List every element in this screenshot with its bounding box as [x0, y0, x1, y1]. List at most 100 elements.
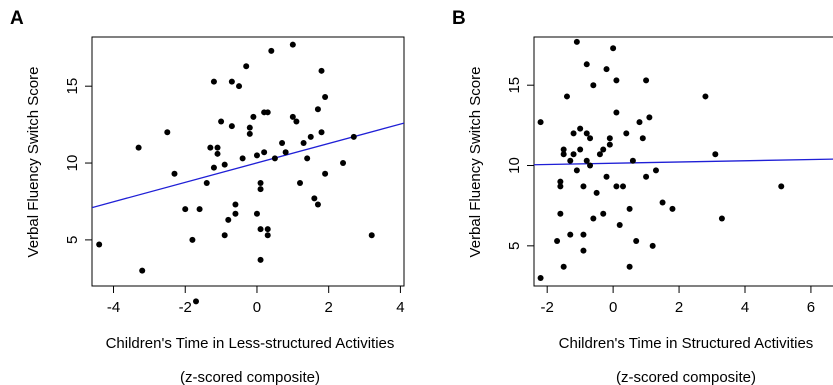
data-point [264, 109, 271, 116]
data-point [164, 129, 171, 136]
data-point [626, 263, 633, 270]
data-point [318, 67, 325, 74]
data-point [289, 41, 296, 48]
data-point [712, 151, 719, 158]
data-point [567, 157, 574, 164]
data-point [600, 210, 607, 217]
data-point [293, 118, 300, 125]
data-point [652, 167, 659, 174]
data-point [643, 77, 650, 84]
data-point [282, 149, 289, 156]
data-point [636, 119, 643, 126]
data-point [583, 157, 590, 164]
panel-a-x-axis-title: Children's Time in Less-structured Activ… [106, 335, 395, 352]
x-tick-label: 4 [741, 299, 749, 316]
data-point [620, 183, 627, 190]
data-point [573, 167, 580, 174]
x-tick-label: 0 [253, 299, 261, 316]
data-point [613, 109, 620, 116]
data-point [171, 170, 178, 177]
data-point [583, 130, 590, 137]
data-point [239, 155, 246, 162]
data-point [646, 114, 653, 121]
data-point [580, 183, 587, 190]
panel-a-x-axis-subtitle: (z-scored composite) [180, 369, 320, 385]
data-point [587, 135, 594, 142]
data-point [322, 170, 329, 177]
data-point [253, 210, 260, 217]
plot-frame [91, 36, 405, 287]
x-tick-label: 2 [325, 299, 333, 316]
data-point [214, 144, 221, 151]
data-point [626, 205, 633, 212]
data-point [314, 106, 321, 113]
y-tick-label: 15 [506, 77, 523, 94]
data-point [560, 263, 567, 270]
panel-b-x-axis-title: Children's Time in Structured Activities [559, 335, 814, 352]
data-point [300, 140, 307, 147]
data-point [613, 183, 620, 190]
y-tick-label: 10 [506, 157, 523, 174]
data-point [196, 206, 203, 213]
data-point [340, 160, 347, 167]
data-point [268, 47, 275, 54]
data-point [214, 150, 221, 157]
data-point [629, 157, 636, 164]
data-point [616, 221, 623, 228]
panel-a-y-axis-title: Verbal Fluency Switch Score [25, 67, 42, 258]
data-point [587, 162, 594, 169]
data-point [264, 226, 271, 233]
data-point [311, 195, 318, 202]
data-point [580, 231, 587, 238]
data-point [537, 274, 544, 281]
data-point [702, 93, 709, 100]
data-point [193, 298, 199, 305]
data-point [593, 189, 600, 196]
data-point [590, 82, 597, 89]
data-point [603, 173, 610, 180]
data-point [718, 215, 725, 222]
data-point [554, 238, 561, 245]
data-point [232, 201, 239, 208]
data-point [189, 236, 196, 243]
data-point [210, 78, 217, 85]
regression-line [534, 158, 833, 166]
panel-b-x-axis-subtitle: (z-scored composite) [616, 369, 756, 385]
data-point [261, 149, 268, 156]
y-tick-label: 5 [506, 242, 523, 250]
data-point [279, 140, 286, 147]
data-point [236, 83, 243, 90]
data-point [257, 180, 264, 187]
data-point [557, 183, 564, 190]
data-point [577, 146, 584, 153]
data-point [573, 38, 580, 45]
panel-a: A -4 -2 0 2 4 5 10 15 Verbal Fluency Switch Sco… [10, 8, 405, 385]
data-point [649, 242, 656, 249]
data-point [307, 133, 314, 140]
data-point [257, 226, 264, 233]
data-point [304, 155, 311, 162]
plot-frame [533, 36, 833, 287]
data-point [271, 155, 278, 162]
data-point [253, 152, 260, 159]
data-point [570, 151, 577, 158]
x-tick-label: 6 [807, 299, 815, 316]
data-point [96, 241, 103, 248]
data-point [221, 161, 228, 168]
data-point [228, 78, 235, 85]
panel-b: B -2 0 2 4 6 5 10 15 Verbal Fluency Switch Scor… [452, 8, 833, 385]
data-point [135, 144, 142, 151]
data-point [557, 178, 564, 185]
data-point [314, 201, 321, 208]
data-point [246, 124, 253, 131]
data-point [318, 129, 325, 136]
data-point [225, 216, 232, 223]
data-point [639, 135, 646, 142]
data-point [603, 66, 610, 73]
panel-a-plot: -4 -2 0 2 4 5 10 15 [64, 36, 405, 316]
data-point [613, 77, 620, 84]
data-point [563, 93, 570, 100]
x-tick-label: 0 [609, 299, 617, 316]
data-point [557, 210, 564, 217]
